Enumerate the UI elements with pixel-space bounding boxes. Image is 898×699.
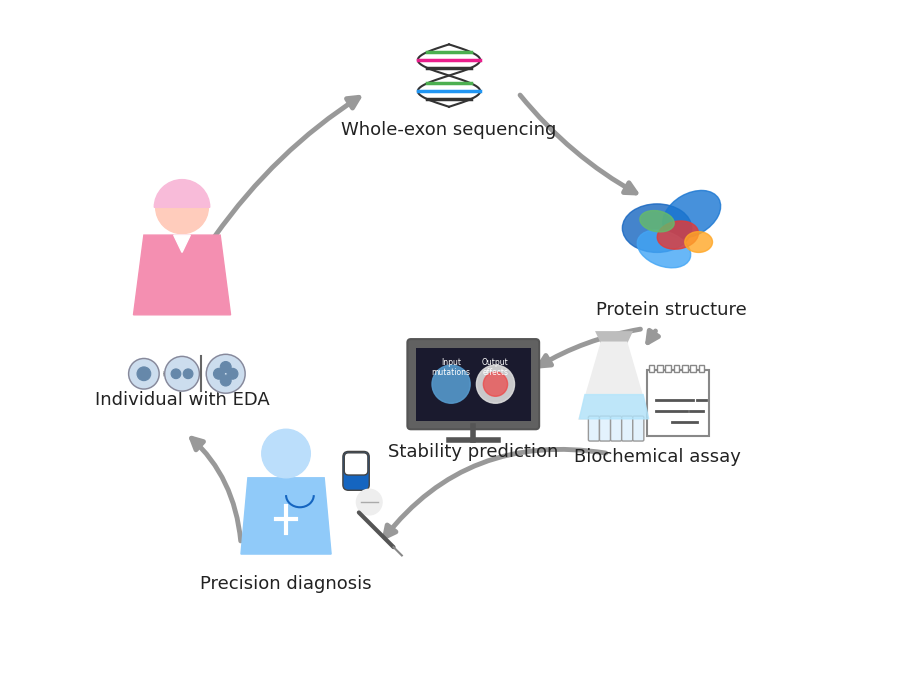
Circle shape <box>262 429 311 478</box>
Bar <box>665 366 671 373</box>
FancyBboxPatch shape <box>633 416 644 441</box>
Text: Individual with EDA: Individual with EDA <box>94 391 269 409</box>
Circle shape <box>357 489 382 514</box>
FancyBboxPatch shape <box>343 452 369 490</box>
Circle shape <box>220 375 231 386</box>
Text: Precision diagnosis: Precision diagnosis <box>200 575 372 593</box>
Wedge shape <box>154 180 210 208</box>
Ellipse shape <box>432 365 471 403</box>
FancyBboxPatch shape <box>588 416 600 441</box>
Text: Stability prediction: Stability prediction <box>388 443 559 461</box>
FancyBboxPatch shape <box>621 416 633 441</box>
Circle shape <box>172 369 180 379</box>
Bar <box>691 366 696 373</box>
Ellipse shape <box>483 372 507 396</box>
Ellipse shape <box>622 204 691 252</box>
Text: Protein structure: Protein structure <box>595 301 746 319</box>
Text: Input
mutations: Input mutations <box>432 358 471 377</box>
Bar <box>674 366 679 373</box>
Polygon shape <box>579 343 648 419</box>
Bar <box>657 366 663 373</box>
Polygon shape <box>579 394 648 419</box>
FancyBboxPatch shape <box>611 416 621 441</box>
Bar <box>647 370 709 436</box>
Ellipse shape <box>657 221 699 250</box>
Ellipse shape <box>663 190 721 238</box>
Ellipse shape <box>477 365 515 403</box>
Circle shape <box>137 367 151 381</box>
Bar <box>648 366 655 373</box>
FancyBboxPatch shape <box>408 339 539 429</box>
Polygon shape <box>241 478 331 554</box>
FancyBboxPatch shape <box>344 453 368 475</box>
Bar <box>416 348 531 421</box>
Circle shape <box>164 356 199 391</box>
Ellipse shape <box>685 231 712 252</box>
Bar <box>682 366 688 373</box>
Polygon shape <box>173 235 190 252</box>
Polygon shape <box>134 235 231 315</box>
Circle shape <box>220 361 231 373</box>
Text: Biochemical assay: Biochemical assay <box>574 448 741 466</box>
Ellipse shape <box>640 210 674 232</box>
Ellipse shape <box>638 230 691 268</box>
Polygon shape <box>596 332 631 343</box>
Circle shape <box>207 354 245 393</box>
Circle shape <box>128 359 159 389</box>
Circle shape <box>155 181 208 233</box>
Circle shape <box>183 369 193 379</box>
Bar <box>699 366 704 373</box>
Text: Whole-exon sequencing: Whole-exon sequencing <box>341 121 557 138</box>
Circle shape <box>214 368 224 379</box>
Text: Output
effects: Output effects <box>482 358 509 377</box>
FancyBboxPatch shape <box>600 416 611 441</box>
Circle shape <box>227 368 238 379</box>
